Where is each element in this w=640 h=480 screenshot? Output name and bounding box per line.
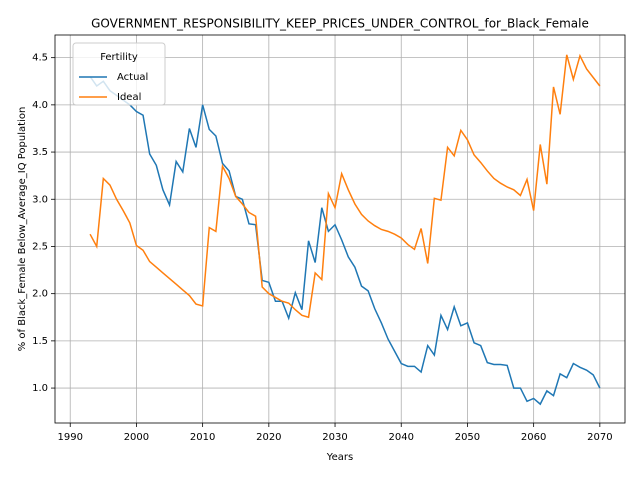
legend-title: Fertility xyxy=(100,52,138,63)
legend-label: Ideal xyxy=(117,92,141,103)
y-tick-label: 2.0 xyxy=(32,289,48,300)
x-tick-label: 2020 xyxy=(256,432,281,443)
x-tick-label: 2060 xyxy=(521,432,546,443)
x-tick-label: 2030 xyxy=(322,432,347,443)
line-series xyxy=(89,53,601,319)
y-axis-label: % of Black_Female Below_Average_IQ Popul… xyxy=(17,107,28,352)
x-tick-label: 2070 xyxy=(587,432,612,443)
legend-label: Actual xyxy=(117,72,148,83)
chart-title: GOVERNMENT_RESPONSIBILITY_KEEP_PRICES_UN… xyxy=(91,17,589,31)
x-tick-label: 1990 xyxy=(57,432,82,443)
x-tick-label: 2040 xyxy=(389,432,414,443)
y-tick-label: 1.0 xyxy=(32,383,48,394)
y-tick-label: 3.0 xyxy=(32,194,48,205)
y-tick-label: 4.5 xyxy=(32,53,48,64)
legend-box xyxy=(72,42,166,106)
y-tick-label: 4.0 xyxy=(32,100,48,111)
y-tick-label: 2.5 xyxy=(32,241,48,252)
x-tick-label: 2010 xyxy=(190,432,215,443)
plot-frame xyxy=(54,34,626,424)
x-tick-label: 2000 xyxy=(124,432,149,443)
x-tick-label: 2050 xyxy=(455,432,480,443)
y-tick-label: 3.5 xyxy=(32,147,48,158)
x-axis-label: Years xyxy=(326,452,353,463)
line-series xyxy=(89,76,601,406)
y-tick-label: 1.5 xyxy=(32,336,48,347)
